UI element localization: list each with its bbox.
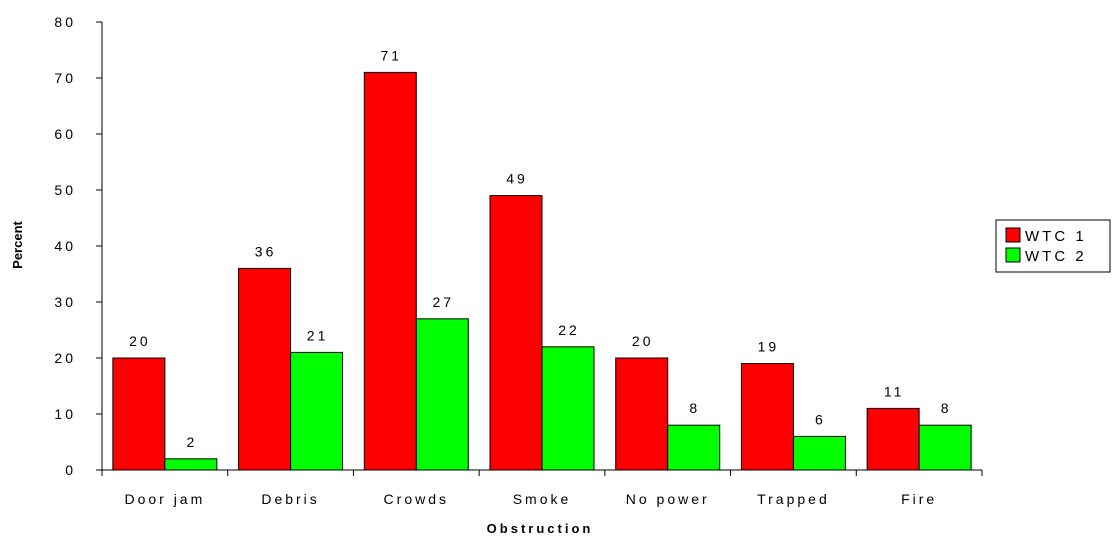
data-labels: 20 36 71 49 20 19 11 2 21 27 22 8 6 8 <box>129 47 952 450</box>
bar-wtc-1 <box>489 195 543 471</box>
x-axis: Door jam Debris Crowds Smoke No power Trapped… <box>101 469 983 507</box>
legend: WTC 1 WTC 2 <box>995 219 1111 273</box>
x-tick-label: Crowds <box>384 491 449 507</box>
data-label: 22 <box>558 322 580 338</box>
legend-swatch <box>1005 227 1021 243</box>
bar-wtc-2 <box>918 424 972 471</box>
data-label: 20 <box>632 333 654 349</box>
bar-wtc-2 <box>415 318 469 471</box>
bar-wtc-1 <box>615 357 669 471</box>
x-tick-label: Trapped <box>757 491 830 507</box>
y-tick-label: 80 <box>54 14 76 30</box>
y-tick-label: 10 <box>54 406 76 422</box>
data-label: 6 <box>815 411 826 427</box>
x-tick-label: Smoke <box>513 491 572 507</box>
bar-wtc-2 <box>667 424 721 471</box>
data-label: 2 <box>186 434 197 450</box>
y-tick-label: 70 <box>54 70 76 86</box>
data-label: 27 <box>432 294 454 310</box>
legend-swatch <box>1005 247 1021 263</box>
y-tick-label: 40 <box>54 238 76 254</box>
bar-wtc-2 <box>792 435 846 471</box>
data-label: 8 <box>941 400 952 416</box>
bar-wtc-1 <box>112 357 166 471</box>
y-axis: 0 10 20 30 40 50 60 70 80 <box>54 14 103 478</box>
data-label: 19 <box>758 339 780 355</box>
data-label: 49 <box>506 171 528 187</box>
x-tick-label: Debris <box>261 491 319 507</box>
bar-wtc-1 <box>238 267 292 471</box>
bars <box>112 71 972 471</box>
x-tick-label: Door jam <box>124 491 205 507</box>
bar-wtc-2 <box>541 346 595 471</box>
bar-wtc-1 <box>740 363 794 471</box>
y-tick-label: 60 <box>54 126 76 142</box>
data-label: 21 <box>307 327 329 343</box>
data-label: 20 <box>129 333 151 349</box>
legend-label: WTC 2 <box>1025 248 1087 265</box>
y-tick-label: 0 <box>65 462 76 478</box>
x-axis-title: Obstruction <box>487 521 594 536</box>
bar-wtc-1 <box>866 407 920 471</box>
legend-label: WTC 1 <box>1025 228 1087 245</box>
x-tick-label: Fire <box>901 491 937 507</box>
y-tick-label: 30 <box>54 294 76 310</box>
y-tick-label: 50 <box>54 182 76 198</box>
y-axis-title: Percent <box>10 220 25 268</box>
data-label: 36 <box>255 243 277 259</box>
bar-wtc-2 <box>164 458 218 471</box>
bar-wtc-1 <box>363 71 417 471</box>
bar-wtc-2 <box>290 351 344 471</box>
data-label: 8 <box>689 400 700 416</box>
y-tick-label: 20 <box>54 350 76 366</box>
data-label: 71 <box>380 47 402 63</box>
x-tick-label: No power <box>626 491 710 507</box>
data-label: 11 <box>884 383 905 399</box>
